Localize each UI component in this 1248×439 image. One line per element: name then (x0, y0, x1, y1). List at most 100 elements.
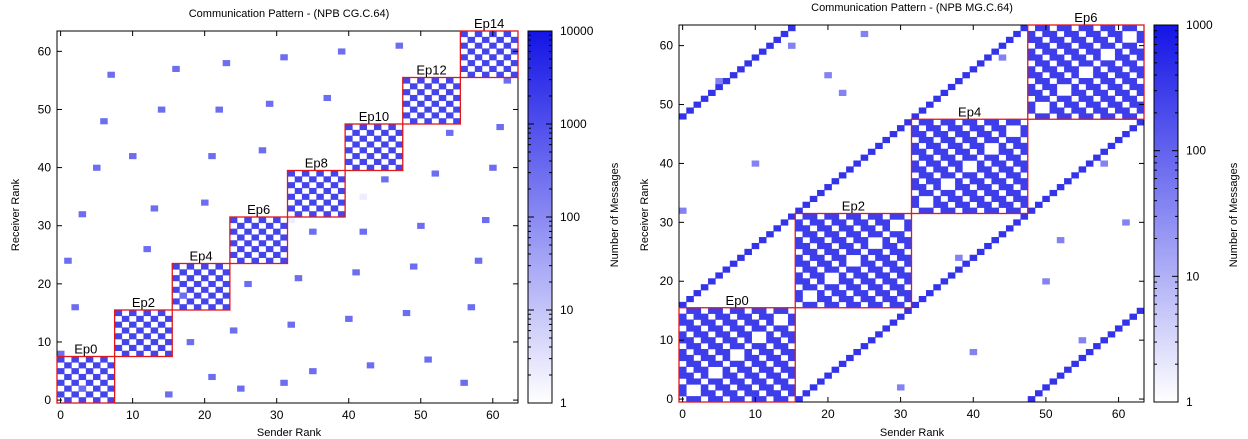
heatmap-cell (926, 290, 934, 297)
heatmap-cell (875, 331, 883, 338)
heatmap-cell (896, 301, 905, 309)
heatmap-cell (846, 284, 854, 291)
heatmap-cell (1122, 107, 1130, 114)
heatmap-cell (817, 254, 825, 261)
heatmap-cell (751, 242, 760, 250)
heatmap-cell (955, 78, 963, 85)
heatmap-cell (926, 154, 934, 161)
heatmap-cell (244, 228, 252, 235)
heatmap-cell (1078, 107, 1087, 114)
heatmap-cell (57, 379, 65, 386)
heatmap-cell (824, 372, 832, 379)
y-tick-label: 50 (660, 98, 674, 112)
heatmap-cell (882, 136, 891, 144)
heatmap-cell (316, 205, 324, 212)
heatmap-cell (809, 301, 818, 309)
heatmap-cell (744, 331, 752, 338)
heatmap-cell (787, 42, 796, 49)
heatmap-cells (679, 25, 1145, 403)
heatmap-cell (867, 337, 876, 344)
heatmap-cell (201, 275, 209, 282)
heatmap-cell (85, 356, 94, 363)
heatmap-cell (237, 222, 245, 229)
heatmap-cell (780, 325, 789, 332)
heatmap-cell (1136, 89, 1145, 96)
heatmap-cell (57, 368, 65, 375)
heatmap-cell (969, 119, 978, 126)
heatmap-cell (686, 343, 694, 350)
heatmap-cell (817, 260, 825, 267)
heatmap-cell (773, 307, 782, 314)
heatmap-cell (1071, 172, 1079, 179)
heatmap-cell (947, 160, 956, 167)
heatmap-cell (1064, 66, 1072, 73)
heatmap-cell (244, 240, 252, 247)
heatmap-cell (962, 184, 970, 191)
heatmap-cell (222, 60, 231, 67)
heatmap-cell (896, 254, 905, 261)
heatmap-cell (1056, 72, 1065, 79)
heatmap-cell (802, 213, 811, 220)
heatmap-cell (1071, 107, 1079, 114)
heatmap-cell (896, 237, 905, 244)
heatmap-cell (1129, 125, 1138, 132)
x-axis-ticks: 0 10 20 30 40 50 60 (679, 25, 1126, 421)
heatmap-cell (1078, 113, 1087, 120)
heatmap-cell (889, 284, 898, 291)
heatmap-cell (273, 251, 281, 258)
heatmap-cell (998, 195, 1007, 203)
heatmap-cell (729, 378, 738, 385)
heatmap-cell (186, 298, 195, 305)
heatmap-cell (787, 319, 796, 326)
epoch-label: Ep10 (359, 109, 389, 124)
heatmap-cell (273, 217, 281, 224)
heatmap-cell (882, 278, 891, 285)
heatmap-cell (766, 42, 774, 49)
heatmap-cell (831, 237, 840, 244)
heatmap-cell (947, 207, 956, 214)
heatmap-cell (417, 222, 425, 229)
heatmap-cell (258, 217, 267, 224)
heatmap-cell (1093, 83, 1101, 91)
heatmap-cell (64, 362, 72, 369)
x-tick-label: 40 (967, 407, 981, 421)
heatmap-cell (984, 131, 992, 138)
epoch-box (344, 123, 404, 172)
heatmap-cell (366, 129, 375, 136)
heatmap-cell (787, 390, 796, 397)
heatmap-cell (780, 343, 789, 350)
colorbar-label: Number of Messages (609, 162, 621, 267)
heatmap-cell (751, 160, 760, 167)
heatmap-cell (1064, 95, 1072, 102)
epoch-label: Ep6 (1074, 10, 1097, 25)
heatmap-cell (904, 307, 912, 314)
heatmap-cell (143, 333, 151, 340)
heatmap-cell (686, 360, 694, 367)
heatmap-cell (481, 71, 490, 78)
heatmap-cell (258, 147, 267, 154)
heatmap-cell (969, 207, 978, 214)
heatmap-cell (947, 195, 956, 203)
heatmap-cell (773, 225, 782, 232)
epoch-box (459, 30, 519, 79)
heatmap-cell (179, 280, 187, 288)
heatmap-cell (708, 390, 716, 397)
heatmap-cell (896, 125, 905, 132)
heatmap-cell (744, 348, 752, 356)
y-tick-label: 30 (38, 219, 52, 233)
heatmap-cell (962, 154, 970, 161)
heatmap-cell (976, 60, 985, 67)
heatmap-cell (984, 242, 992, 250)
heatmap-cell (708, 307, 716, 314)
heatmap-cell (693, 343, 702, 350)
heatmap-cell (904, 242, 912, 250)
heatmap-cell (1114, 89, 1123, 96)
heatmap-cell (766, 354, 774, 362)
heatmap-cell (1085, 42, 1094, 49)
heatmap-cell (71, 391, 79, 398)
heatmap-cell (976, 178, 985, 185)
heatmap-cell (1064, 60, 1072, 67)
heatmap-cell (947, 154, 956, 161)
heatmap-cell (424, 356, 432, 363)
heatmap-cell (679, 207, 687, 214)
